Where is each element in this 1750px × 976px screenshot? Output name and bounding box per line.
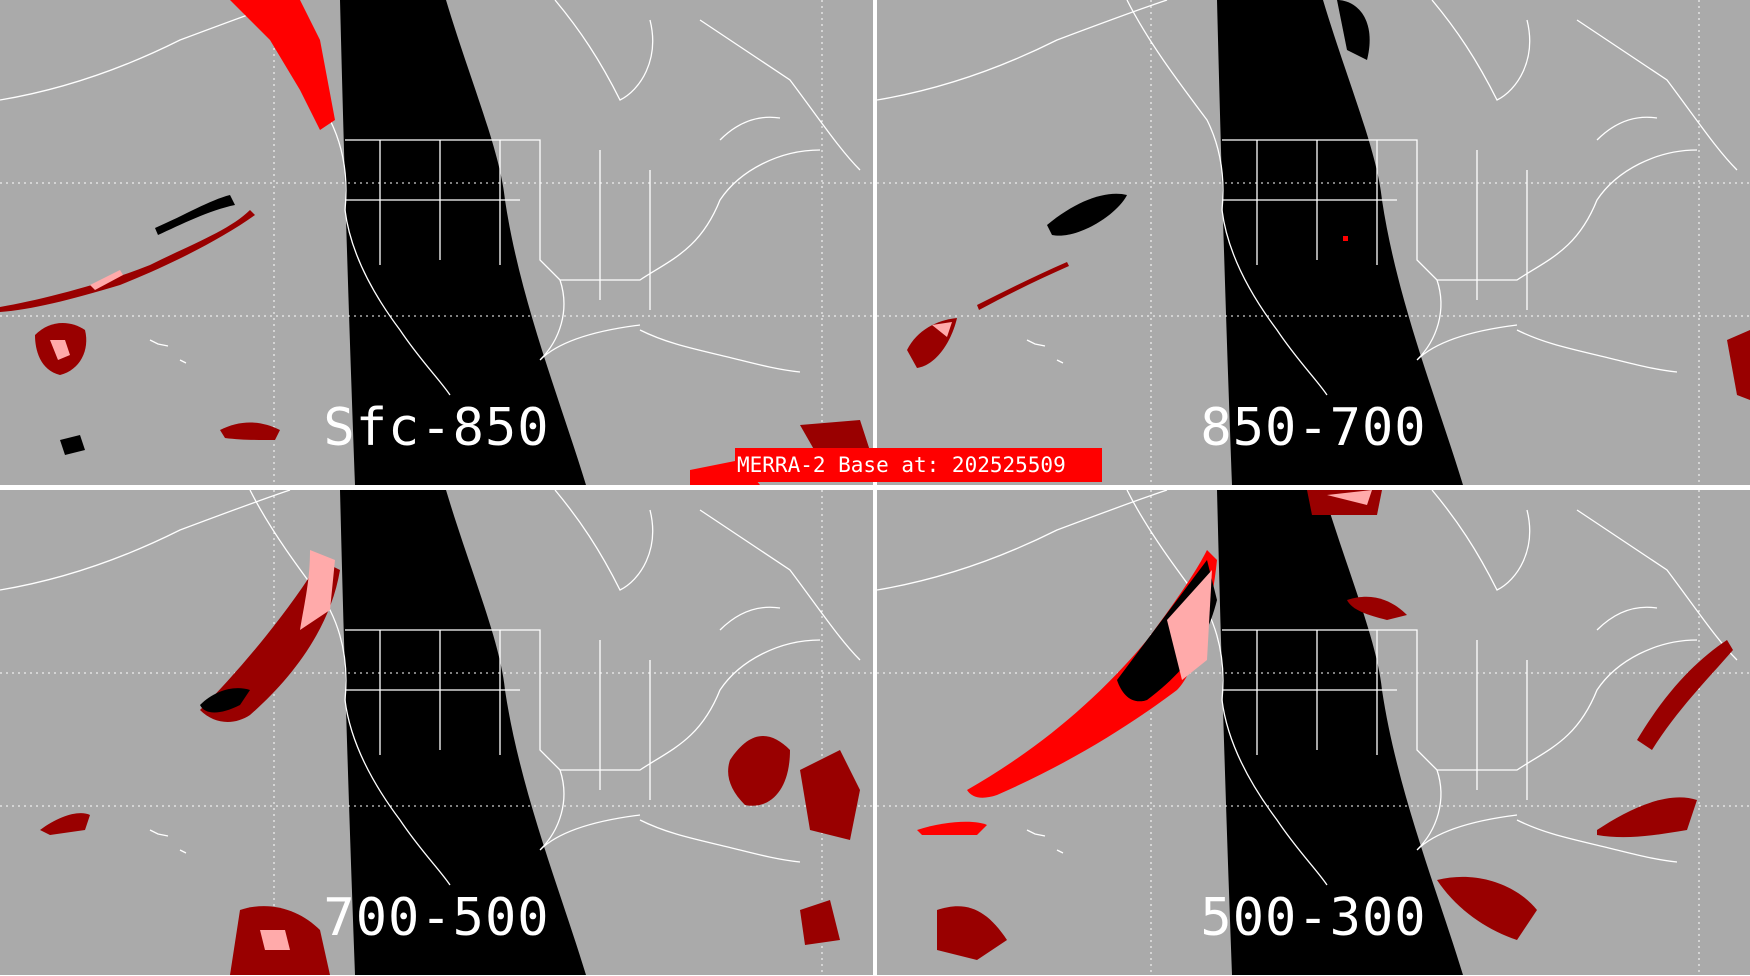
panel-500-300: 500-300 bbox=[877, 490, 1750, 975]
cloud-overlay bbox=[917, 490, 1733, 960]
cloud-overlay bbox=[40, 550, 860, 975]
cloud-overlay bbox=[907, 0, 1750, 400]
map-500-300 bbox=[877, 490, 1750, 975]
panel-label: 500-300 bbox=[1200, 888, 1427, 948]
panel-label: 850-700 bbox=[1200, 398, 1427, 458]
panel-sfc-850: Sfc-850 bbox=[0, 0, 873, 485]
panel-label: 700-500 bbox=[323, 888, 550, 948]
panel-700-500: 700-500 bbox=[0, 490, 873, 975]
map-700-500 bbox=[0, 490, 873, 975]
map-850-700 bbox=[877, 0, 1750, 485]
title-banner: MERRA-2 Base at: 202525509 bbox=[735, 448, 1102, 482]
panel-label: Sfc-850 bbox=[323, 398, 550, 458]
panel-850-700: 850-700 bbox=[877, 0, 1750, 485]
